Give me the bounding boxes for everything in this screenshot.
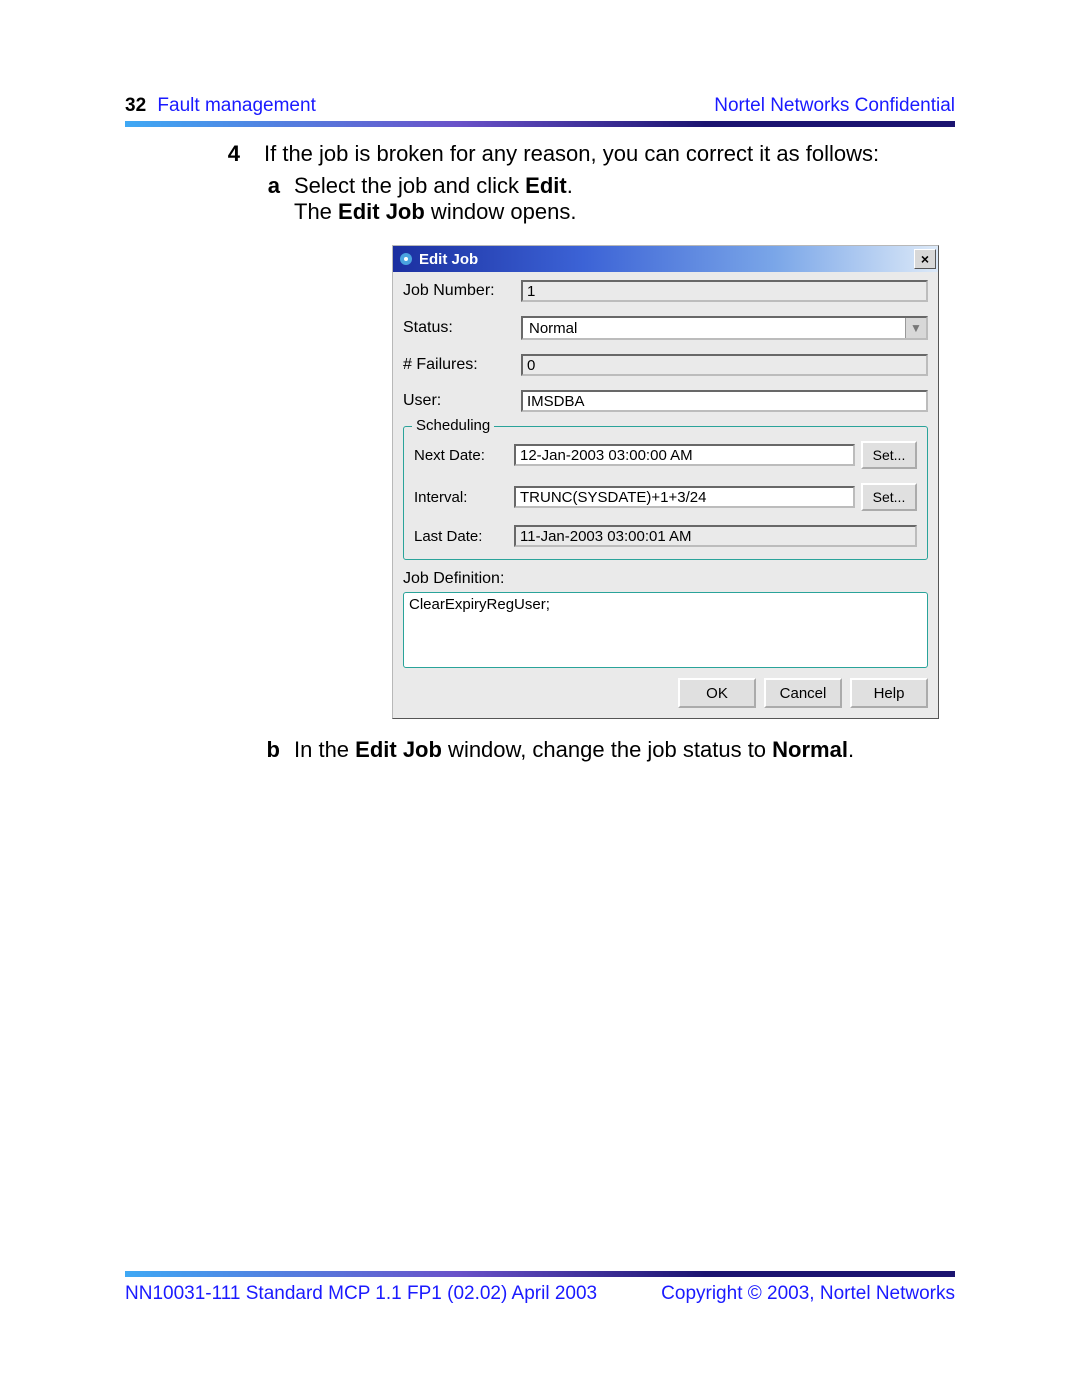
failures-row: # Failures: 0 (403, 354, 928, 376)
scheduling-legend: Scheduling (412, 417, 494, 434)
substep-letter: a (240, 173, 294, 225)
status-row: Status: Normal ▼ (403, 316, 928, 340)
job-number-label: Job Number: (403, 282, 521, 300)
document-page: 32 Fault management Nortel Networks Conf… (0, 0, 1080, 1397)
dialog-button-row: OK Cancel Help (403, 678, 928, 708)
interval-row: Interval: TRUNC(SYSDATE)+1+3/24 Set... (414, 483, 917, 511)
interval-field[interactable]: TRUNC(SYSDATE)+1+3/24 (514, 486, 855, 508)
step-text: If the job is broken for any reason, you… (264, 141, 955, 167)
cancel-button[interactable]: Cancel (764, 678, 842, 708)
section-title: Fault management (157, 95, 315, 116)
next-date-label: Next Date: (414, 447, 514, 464)
last-date-field: 11-Jan-2003 03:00:01 AM (514, 525, 917, 547)
footer-right: Copyright © 2003, Nortel Networks (661, 1283, 955, 1305)
substep-text: In the Edit Job window, change the job s… (294, 737, 955, 763)
dialog-title: Edit Job (419, 251, 478, 268)
scheduling-fieldset: Scheduling Next Date: 12-Jan-2003 03:00:… (403, 426, 928, 560)
last-date-row: Last Date: 11-Jan-2003 03:00:01 AM (414, 525, 917, 547)
job-number-row: Job Number: 1 (403, 280, 928, 302)
next-date-set-button[interactable]: Set... (861, 441, 917, 469)
footer-left: NN10031-111 Standard MCP 1.1 FP1 (02.02)… (125, 1283, 597, 1305)
ok-button[interactable]: OK (678, 678, 756, 708)
job-number-field: 1 (521, 280, 928, 302)
status-label: Status: (403, 319, 521, 337)
user-field[interactable]: IMSDBA (521, 390, 928, 412)
step-4: 4 If the job is broken for any reason, y… (190, 141, 955, 167)
close-button[interactable]: × (914, 249, 936, 269)
next-date-row: Next Date: 12-Jan-2003 03:00:00 AM Set..… (414, 441, 917, 469)
header-divider (125, 121, 955, 127)
last-date-label: Last Date: (414, 528, 514, 545)
page-footer: NN10031-111 Standard MCP 1.1 FP1 (02.02)… (125, 1271, 955, 1305)
interval-label: Interval: (414, 489, 514, 506)
substep-text: Select the job and click Edit. The Edit … (294, 173, 955, 225)
failures-label: # Failures: (403, 356, 521, 374)
job-definition-label: Job Definition: (403, 570, 928, 588)
interval-set-button[interactable]: Set... (861, 483, 917, 511)
job-definition-textarea[interactable]: ClearExpiryRegUser; (403, 592, 928, 668)
header-left: 32 Fault management (125, 95, 316, 117)
edit-job-dialog: Edit Job × Job Number: 1 Status: Normal … (392, 245, 939, 719)
help-button[interactable]: Help (850, 678, 928, 708)
dialog-titlebar[interactable]: Edit Job × (393, 246, 938, 272)
step-list: 4 If the job is broken for any reason, y… (190, 141, 955, 763)
user-row: User: IMSDBA (403, 390, 928, 412)
substep-a-line2: The Edit Job window opens. (294, 199, 955, 225)
page-header: 32 Fault management Nortel Networks Conf… (125, 95, 955, 121)
substep-letter: b (240, 737, 294, 763)
substep-a-line1: Select the job and click Edit. (294, 173, 955, 199)
footer-row: NN10031-111 Standard MCP 1.1 FP1 (02.02)… (125, 1283, 955, 1305)
failures-field: 0 (521, 354, 928, 376)
substep-a: a Select the job and click Edit. The Edi… (240, 173, 955, 225)
user-label: User: (403, 392, 521, 410)
substep-b: b In the Edit Job window, change the job… (240, 737, 955, 763)
footer-divider (125, 1271, 955, 1277)
page-number: 32 (125, 95, 146, 116)
dialog-body: Job Number: 1 Status: Normal ▼ # Failure… (393, 272, 938, 718)
next-date-field[interactable]: 12-Jan-2003 03:00:00 AM (514, 444, 855, 466)
header-right: Nortel Networks Confidential (714, 95, 955, 117)
step-number: 4 (190, 141, 264, 167)
app-icon (397, 250, 415, 268)
status-value: Normal (523, 318, 905, 338)
dropdown-arrow-icon: ▼ (905, 318, 926, 338)
status-dropdown[interactable]: Normal ▼ (521, 316, 928, 340)
